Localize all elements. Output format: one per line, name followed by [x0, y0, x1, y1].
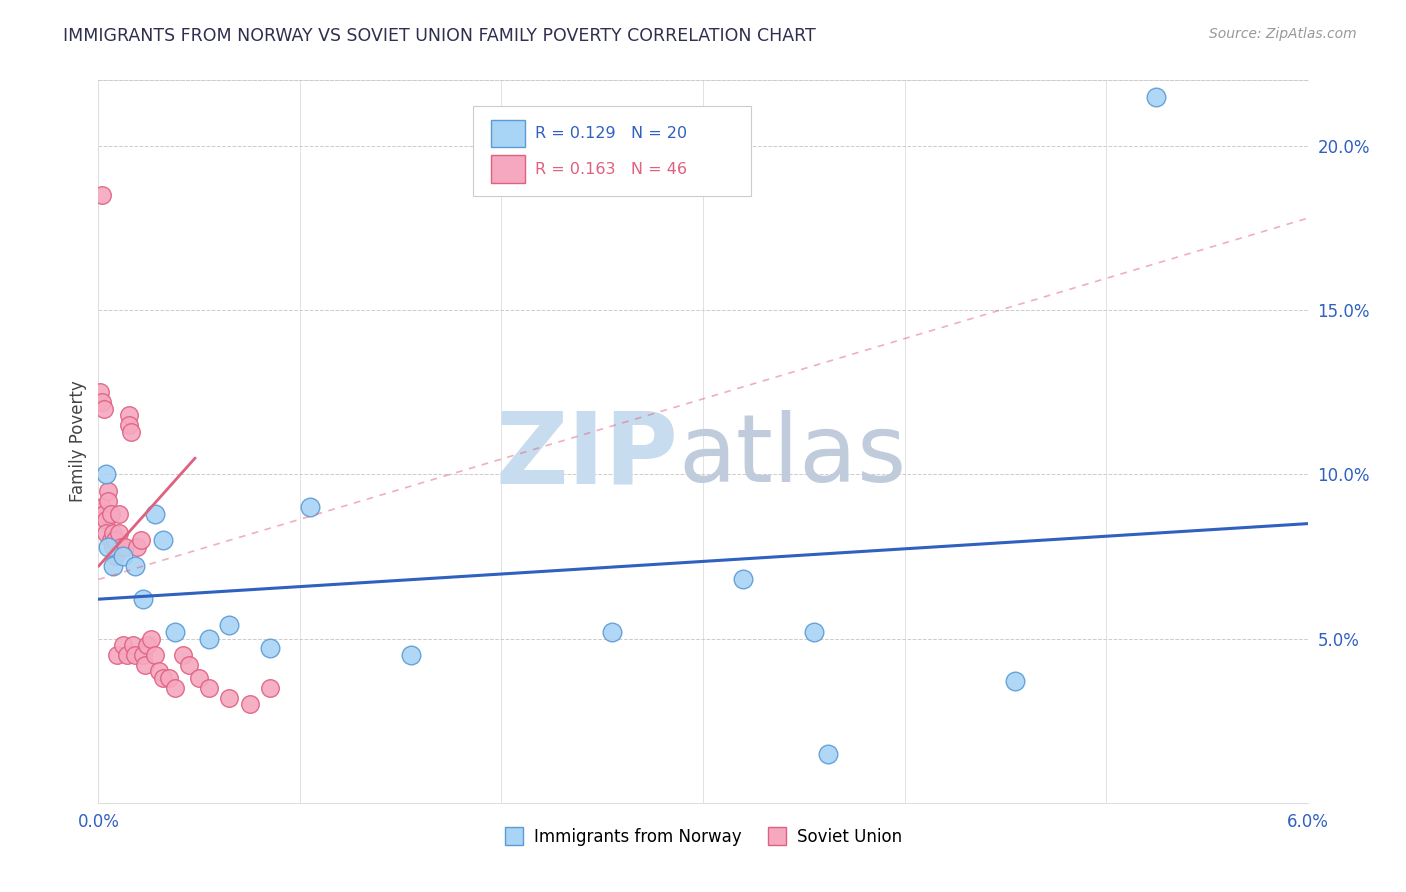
Point	[101, 559, 124, 574]
Point	[1004, 674, 1026, 689]
Text: Source: ZipAtlas.com: Source: ZipAtlas.com	[1209, 27, 1357, 41]
Point	[129, 533, 152, 547]
Point	[96, 526, 118, 541]
Point	[100, 507, 122, 521]
Text: R = 0.129   N = 20: R = 0.129 N = 20	[534, 127, 688, 141]
Point	[114, 540, 136, 554]
Point	[89, 385, 111, 400]
Point	[148, 665, 170, 679]
Text: R = 0.163   N = 46: R = 0.163 N = 46	[534, 161, 688, 177]
Point	[157, 671, 180, 685]
FancyBboxPatch shape	[492, 120, 526, 147]
Point	[120, 425, 142, 439]
Point	[103, 533, 125, 547]
FancyBboxPatch shape	[474, 105, 751, 196]
Point	[602, 625, 624, 640]
Point	[188, 671, 211, 685]
Point	[91, 188, 114, 202]
Point	[803, 625, 825, 640]
Text: IMMIGRANTS FROM NORWAY VS SOVIET UNION FAMILY POVERTY CORRELATION CHART: IMMIGRANTS FROM NORWAY VS SOVIET UNION F…	[63, 27, 815, 45]
Point	[121, 638, 143, 652]
Point	[115, 648, 138, 662]
Point	[179, 657, 201, 672]
Point	[124, 648, 146, 662]
Point	[198, 681, 221, 695]
Point	[91, 395, 114, 409]
Point	[152, 533, 174, 547]
Point	[124, 559, 146, 574]
Point	[125, 540, 148, 554]
Point	[118, 409, 141, 423]
Point	[259, 641, 281, 656]
Point	[163, 625, 186, 640]
Point	[101, 526, 124, 541]
Point	[733, 573, 755, 587]
Point	[110, 540, 132, 554]
Point	[143, 648, 166, 662]
Point	[132, 648, 155, 662]
Point	[299, 500, 322, 515]
Point	[152, 671, 174, 685]
Text: atlas: atlas	[679, 410, 907, 502]
Point	[96, 513, 118, 527]
Point	[97, 540, 120, 554]
Point	[93, 507, 115, 521]
Point	[163, 681, 186, 695]
Point	[91, 500, 114, 515]
Point	[134, 657, 156, 672]
Point	[97, 483, 120, 498]
Point	[143, 507, 166, 521]
Y-axis label: Family Poverty: Family Poverty	[69, 381, 87, 502]
Point	[97, 493, 120, 508]
Point	[399, 648, 422, 662]
Point	[198, 632, 221, 646]
Point	[111, 549, 134, 564]
Point	[103, 549, 125, 564]
Point	[107, 526, 129, 541]
Point	[111, 638, 134, 652]
Point	[105, 648, 128, 662]
Point	[118, 418, 141, 433]
Point	[239, 698, 262, 712]
Point	[139, 632, 162, 646]
Point	[817, 747, 839, 761]
Text: ZIP: ZIP	[496, 408, 679, 505]
Legend: Immigrants from Norway, Soviet Union: Immigrants from Norway, Soviet Union	[498, 821, 908, 852]
Point	[135, 638, 157, 652]
FancyBboxPatch shape	[492, 155, 526, 183]
Point	[100, 533, 122, 547]
Point	[218, 618, 240, 632]
Point	[93, 401, 115, 416]
Point	[259, 681, 281, 695]
Point	[96, 467, 118, 482]
Point	[218, 690, 240, 705]
Point	[107, 507, 129, 521]
Point	[172, 648, 194, 662]
Point	[101, 540, 124, 554]
Point	[132, 592, 155, 607]
Point	[1146, 89, 1168, 103]
